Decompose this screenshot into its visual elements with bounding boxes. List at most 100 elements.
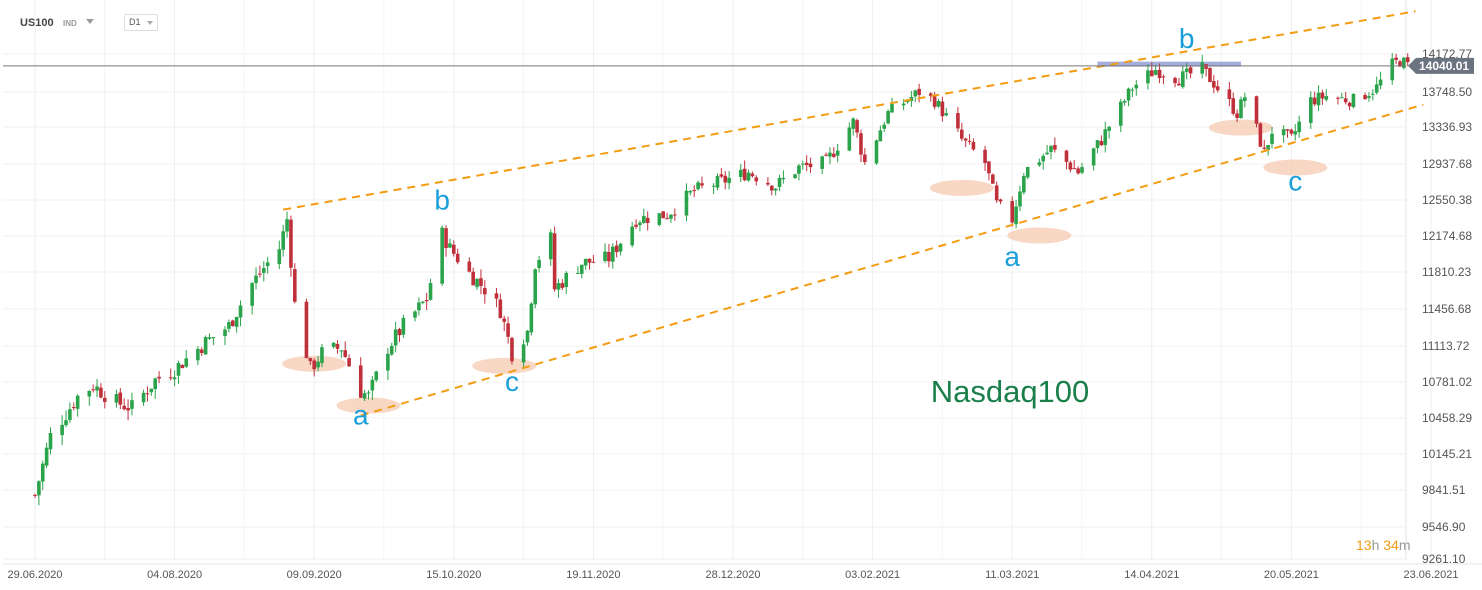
candle-body bbox=[1177, 83, 1181, 86]
candle-body bbox=[1022, 176, 1026, 193]
candle-down bbox=[808, 157, 813, 173]
current-price-tag bbox=[1408, 57, 1474, 74]
candle-down bbox=[1405, 53, 1410, 67]
countdown-minutes: 34 bbox=[1383, 537, 1399, 553]
candle-up bbox=[944, 107, 949, 117]
candle-body bbox=[196, 348, 200, 361]
candle-up bbox=[533, 268, 538, 309]
symbol-label[interactable]: US100 bbox=[20, 17, 54, 29]
candle-body bbox=[1091, 148, 1096, 166]
candle-body bbox=[905, 100, 910, 103]
candle-up bbox=[362, 389, 367, 402]
candle-down bbox=[1150, 62, 1154, 77]
candle-body bbox=[506, 323, 510, 337]
candle-down bbox=[502, 315, 507, 332]
candle-up bbox=[1049, 145, 1053, 160]
candle-down bbox=[335, 340, 340, 354]
candle-body bbox=[669, 214, 673, 219]
candle-body bbox=[1293, 131, 1298, 135]
y-tick-label: 11456.68 bbox=[1422, 302, 1471, 316]
candle-body bbox=[1173, 77, 1177, 84]
candle-body bbox=[157, 376, 161, 379]
candle-body bbox=[1390, 58, 1395, 81]
candle-up bbox=[1146, 63, 1150, 90]
candle-body bbox=[455, 253, 460, 263]
candle-down bbox=[971, 138, 976, 151]
candle-up bbox=[1122, 99, 1127, 106]
candle-down bbox=[118, 388, 123, 410]
candle-body bbox=[994, 185, 999, 201]
candle-body bbox=[1064, 150, 1069, 162]
candle-down bbox=[1320, 89, 1325, 105]
candle-up bbox=[738, 164, 743, 182]
candle-body bbox=[1405, 57, 1410, 63]
candle-body bbox=[1045, 152, 1049, 155]
timeframe-select[interactable]: D1 bbox=[124, 14, 158, 31]
candle-body bbox=[180, 364, 185, 369]
candle-body bbox=[149, 388, 154, 393]
candle-body bbox=[603, 251, 607, 261]
candle-up bbox=[684, 183, 689, 222]
pivot-highlight bbox=[1263, 159, 1328, 176]
candle-up bbox=[401, 314, 406, 338]
candle-up bbox=[828, 147, 832, 165]
candle-body bbox=[1343, 98, 1348, 103]
candle-body bbox=[998, 199, 1003, 202]
candle-body bbox=[1204, 64, 1208, 69]
candle-up bbox=[1014, 199, 1018, 229]
candle-body bbox=[766, 182, 770, 185]
candle-body bbox=[258, 273, 262, 275]
candle-down bbox=[293, 263, 297, 304]
candle-body bbox=[114, 394, 119, 403]
candle-down bbox=[358, 357, 363, 398]
chevron-down-icon bbox=[147, 21, 153, 25]
candle-down bbox=[742, 160, 747, 182]
candle-down bbox=[33, 493, 37, 499]
candle-down bbox=[71, 402, 76, 411]
x-tick-label: 15.10.2020 bbox=[426, 569, 481, 581]
candle-body bbox=[971, 142, 976, 150]
y-tick-label: 10781.02 bbox=[1422, 375, 1472, 389]
symbol-dropdown-icon[interactable] bbox=[86, 19, 94, 24]
candle-body bbox=[552, 233, 557, 290]
candle-up bbox=[203, 335, 208, 355]
candle-body bbox=[223, 329, 227, 337]
candle-up bbox=[448, 238, 452, 249]
candle-down bbox=[444, 225, 448, 257]
candle-body bbox=[665, 217, 669, 219]
candle-down bbox=[956, 106, 960, 132]
candle-body bbox=[1157, 69, 1162, 79]
candle-body bbox=[397, 329, 402, 336]
candle-body bbox=[347, 358, 351, 367]
candle-up bbox=[87, 390, 92, 406]
candle-down bbox=[940, 96, 945, 122]
candle-body bbox=[40, 463, 45, 482]
instrument-name: Nasdaq100 bbox=[931, 374, 1090, 409]
candle-body bbox=[386, 353, 390, 371]
candle-body bbox=[87, 390, 92, 397]
candle-up bbox=[331, 342, 336, 349]
candle-body bbox=[1398, 61, 1402, 67]
candle-up bbox=[475, 278, 479, 290]
candle-body bbox=[1049, 145, 1053, 152]
candle-body bbox=[711, 185, 716, 187]
candle-up bbox=[95, 378, 99, 398]
candle-up bbox=[913, 89, 918, 102]
x-tick-label: 09.09.2020 bbox=[287, 569, 342, 581]
candle-body bbox=[126, 408, 130, 411]
wave-label-c: c bbox=[1288, 166, 1302, 197]
candle-body bbox=[746, 172, 751, 181]
candle-down bbox=[145, 386, 150, 402]
candle-body bbox=[684, 190, 689, 216]
candle-up bbox=[1200, 54, 1205, 79]
candle-body bbox=[1076, 168, 1080, 174]
candle-down bbox=[1188, 65, 1193, 79]
candle-body bbox=[1297, 121, 1301, 133]
candle-up bbox=[1390, 52, 1395, 85]
candle-body bbox=[211, 337, 216, 339]
candle-down bbox=[1312, 91, 1317, 107]
candle-body bbox=[389, 345, 394, 355]
x-tick-label: 03.02.2021 bbox=[845, 569, 900, 581]
candle-up bbox=[1351, 93, 1356, 109]
